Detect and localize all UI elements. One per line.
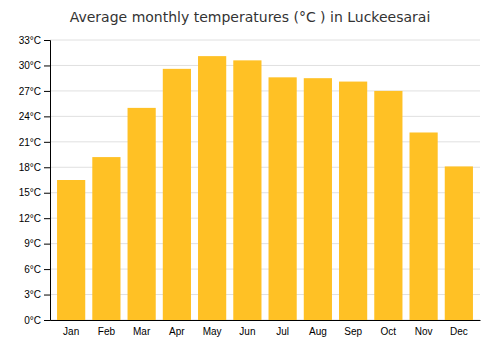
x-tick: Mar xyxy=(133,320,151,337)
x-tick-label: Jan xyxy=(63,326,79,337)
y-tick-label: 21°C xyxy=(19,137,41,148)
x-axis: Jan Feb Mar Apr May Jun Jul Aug Sep Oct Nov Dec xyxy=(51,320,481,337)
x-tick: Sep xyxy=(344,320,362,337)
x-tick-label: Jun xyxy=(239,326,255,337)
bar xyxy=(198,56,226,320)
x-tick: Jul xyxy=(276,320,289,337)
x-tick-label: May xyxy=(203,326,222,337)
bar xyxy=(304,78,332,320)
y-tick-mark xyxy=(44,193,50,194)
y-axis: 0°C 3°C 6°C 9°C 12°C 15°C 18°C 21°C 24°C 27°C 30°C… xyxy=(19,35,51,326)
bar xyxy=(339,82,367,320)
y-tick-label: 12°C xyxy=(19,213,41,224)
y-tick-label: 15°C xyxy=(19,187,41,198)
grid-line xyxy=(50,40,480,41)
y-tick-mark xyxy=(44,116,50,117)
plot: 0°C 3°C 6°C 9°C 12°C 15°C 18°C 21°C 24°C 27°C 30°C… xyxy=(19,35,481,337)
bar xyxy=(410,132,438,320)
title: Average monthly temperatures (°C ) in Lu… xyxy=(70,9,431,25)
y-tick: 3°C xyxy=(24,289,50,300)
x-tick: Apr xyxy=(169,320,185,337)
y-tick: 6°C xyxy=(24,264,50,275)
y-tick-label: 33°C xyxy=(19,35,41,46)
x-tick-label: Dec xyxy=(450,326,468,337)
x-tick-label: Oct xyxy=(381,326,397,337)
y-tick: 12°C xyxy=(19,213,50,224)
y-tick: 0°C xyxy=(24,315,50,326)
x-tick-label: Feb xyxy=(98,326,116,337)
y-tick: 21°C xyxy=(19,137,50,148)
y-tick-mark xyxy=(44,142,50,143)
y-tick-mark xyxy=(44,91,50,92)
y-tick-mark xyxy=(44,65,50,66)
y-tick-label: 6°C xyxy=(24,264,41,275)
y-tick-mark xyxy=(44,320,50,321)
y-tick: 18°C xyxy=(19,162,50,173)
y-tick-mark xyxy=(44,218,50,219)
grid xyxy=(50,40,480,320)
y-tick: 30°C xyxy=(19,60,50,71)
y-tick-mark xyxy=(44,167,50,168)
x-tick-label: Sep xyxy=(344,326,362,337)
grid-line xyxy=(50,116,480,117)
x-tick: Jan xyxy=(63,320,79,337)
y-tick-mark xyxy=(44,40,50,41)
x-tick: Dec xyxy=(450,320,468,337)
x-tick: Nov xyxy=(415,320,433,337)
bar xyxy=(445,166,473,320)
y-tick: 27°C xyxy=(19,86,50,97)
y-axis-line xyxy=(44,41,51,321)
x-tick-label: Aug xyxy=(309,326,327,337)
bar xyxy=(92,157,120,320)
y-tick-label: 18°C xyxy=(19,162,41,173)
x-tick-label: Mar xyxy=(133,326,151,337)
chart: Average monthly temperatures (°C ) in Lu… xyxy=(0,0,500,350)
x-tick-label: Apr xyxy=(169,326,185,337)
x-tick: Feb xyxy=(98,320,116,337)
grid-line xyxy=(50,65,480,66)
bar xyxy=(233,60,261,320)
grid-line xyxy=(50,90,480,91)
x-axis-line xyxy=(51,320,481,321)
y-tick-mark xyxy=(44,244,50,245)
x-tick-label: Nov xyxy=(415,326,433,337)
y-tick-mark xyxy=(44,269,50,270)
bar xyxy=(374,91,402,320)
y-tick-mark xyxy=(44,295,50,296)
y-tick-label: 0°C xyxy=(24,315,41,326)
bars xyxy=(57,56,473,320)
bar xyxy=(269,77,297,320)
y-tick: 15°C xyxy=(19,187,50,198)
x-tick: Oct xyxy=(381,320,397,337)
y-tick: 33°C xyxy=(19,35,50,46)
y-tick: 9°C xyxy=(24,238,50,249)
bar xyxy=(57,180,85,320)
x-tick: Jun xyxy=(239,320,255,337)
y-tick-label: 9°C xyxy=(24,238,41,249)
bar xyxy=(163,69,191,320)
bar xyxy=(128,108,156,320)
y-tick-label: 24°C xyxy=(19,111,41,122)
x-tick-label: Jul xyxy=(276,326,289,337)
x-tick: Aug xyxy=(309,320,327,337)
y-tick-label: 27°C xyxy=(19,86,41,97)
y-tick: 24°C xyxy=(19,111,50,122)
x-tick: May xyxy=(203,320,222,337)
y-tick-label: 3°C xyxy=(24,289,41,300)
y-tick-label: 30°C xyxy=(19,60,41,71)
